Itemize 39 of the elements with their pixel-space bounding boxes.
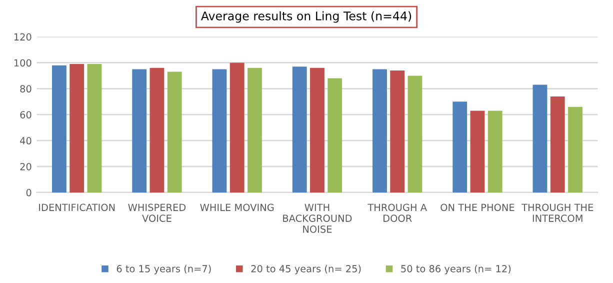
- y-tick-label: 0: [26, 188, 32, 196]
- bar: [408, 76, 422, 192]
- bar: [212, 69, 227, 192]
- x-tick-label: WHILE MOVING: [200, 204, 274, 212]
- y-tick-label: 60: [20, 111, 32, 118]
- x-tick-label: THROUGH THE INTERCOM: [522, 204, 594, 222]
- bar: [532, 84, 548, 192]
- bar: [167, 72, 182, 192]
- x-tick-label: ON THE PHONE: [440, 204, 514, 212]
- bar: [452, 102, 468, 192]
- x-tick-label: WITH BACKGROUND NOISE: [283, 204, 352, 233]
- bar: [488, 110, 502, 192]
- bar: [550, 96, 565, 192]
- bar: [52, 65, 66, 192]
- bar: [470, 110, 485, 192]
- bar: [568, 106, 582, 192]
- chart-title: Average results on Ling Test (n=44): [201, 11, 412, 23]
- y-tick-label: 80: [20, 85, 32, 93]
- bar: [248, 68, 262, 192]
- bar: [230, 62, 244, 192]
- y-tick-label: 20: [20, 162, 32, 170]
- x-tick-label: THROUGH A DOOR: [368, 204, 427, 222]
- bar: [132, 69, 147, 192]
- y-tick-label: 40: [20, 137, 32, 144]
- legend-label: 6 to 15 years (n=7): [116, 264, 211, 274]
- legend-label: 20 to 45 years (n= 25): [251, 264, 361, 274]
- bar: [87, 64, 102, 192]
- bar: [150, 68, 164, 192]
- bar: [310, 68, 324, 192]
- x-tick-label: IDENTIFICATION: [39, 204, 115, 212]
- bar: [390, 70, 405, 192]
- x-tick-label: WHISPERED VOICE: [128, 204, 186, 222]
- bar: [372, 69, 387, 192]
- y-tick-label: 120: [14, 33, 32, 41]
- y-tick-label: 100: [14, 59, 32, 67]
- bar: [328, 78, 342, 192]
- bar: [70, 64, 84, 192]
- bar: [292, 66, 307, 192]
- legend-label: 50 to 86 years (n= 12): [401, 264, 511, 274]
